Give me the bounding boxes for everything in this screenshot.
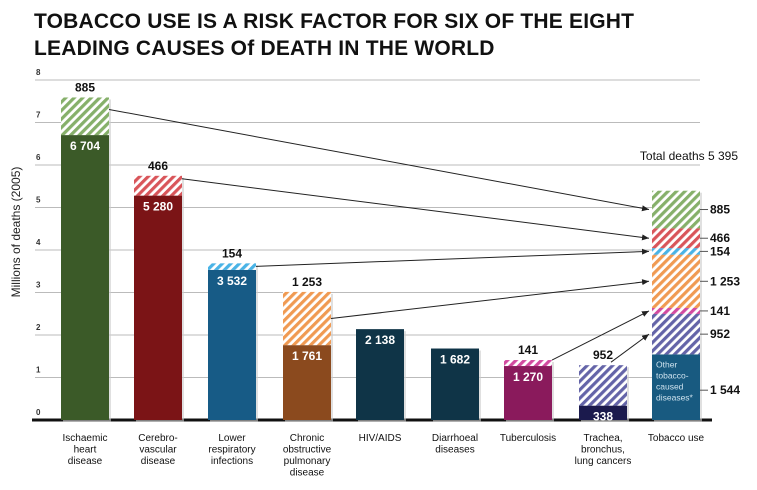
- x-category-label: HIV/AIDS: [359, 433, 402, 444]
- bar-segment-tobacco: [208, 263, 256, 270]
- bar-segment-tobacco: [579, 365, 627, 406]
- x-category-label: diseases: [435, 445, 474, 456]
- x-category-label: lung cancers: [575, 456, 632, 467]
- data-label-other: 3 532: [217, 274, 247, 288]
- bar-segment-tobacco: [504, 360, 552, 367]
- tobacco-segment: [652, 254, 700, 308]
- data-label-tobacco: 885: [75, 80, 95, 94]
- bar-segment-other: [579, 405, 627, 420]
- data-label-tobacco: 1 253: [292, 275, 322, 289]
- tobacco-base-text: tobacco-: [656, 370, 689, 380]
- tobacco-segment: [652, 313, 700, 355]
- bar-segment-other: [504, 366, 552, 420]
- y-tick-label: 0: [36, 408, 41, 417]
- tobacco-segment-label: 466: [710, 231, 730, 245]
- data-label-other: 2 138: [365, 333, 395, 347]
- y-tick-label: 5: [36, 196, 41, 205]
- total-deaths-label: Total deaths 5 395: [640, 149, 738, 163]
- tobacco-base-text: Other: [656, 359, 677, 369]
- data-label-other: 1 270: [513, 370, 543, 384]
- tobacco-segment-label: 885: [710, 203, 730, 217]
- x-category-label: disease: [141, 456, 176, 467]
- x-category-label: disease: [290, 468, 325, 479]
- tobacco-base-segment: [652, 354, 700, 420]
- tobacco-segment-label: 1 253: [710, 274, 740, 288]
- tobacco-segment-label: 154: [710, 244, 730, 258]
- y-tick-label: 3: [36, 281, 41, 290]
- x-category-label: vascular: [139, 445, 177, 456]
- x-category-label: Lower: [218, 433, 246, 444]
- tobacco-segment: [652, 228, 700, 249]
- y-tick-label: 4: [36, 238, 41, 247]
- x-category-label: Chronic: [290, 433, 324, 444]
- title-line-1: TOBACCO USE IS A RISK FACTOR FOR SIX OF …: [34, 10, 635, 33]
- arrow-connector: [108, 108, 650, 212]
- data-label-other: 5 280: [143, 200, 173, 214]
- bar-segment-other: [283, 345, 331, 420]
- x-category-label: Tuberculosis: [500, 433, 556, 444]
- data-label-tobacco: 466: [148, 159, 168, 173]
- arrow-connector: [330, 279, 650, 320]
- x-category-label: respiratory: [208, 445, 255, 456]
- tobacco-base-text: diseases*: [656, 392, 694, 402]
- data-label-other: 1 761: [292, 349, 322, 363]
- tobacco-base-text: caused: [656, 381, 684, 391]
- bar-segment-other: [61, 135, 109, 420]
- bar-segment-other: [134, 195, 182, 420]
- bar-segment-other: [208, 269, 256, 420]
- y-tick-label: 6: [36, 153, 41, 162]
- y-tick-label: 7: [36, 111, 41, 120]
- data-label-other: 1 682: [440, 353, 470, 367]
- bar-segment-tobacco: [283, 291, 331, 346]
- bar-segment-tobacco: [61, 97, 109, 136]
- y-tick-label: 1: [36, 366, 41, 375]
- arrow-connector: [610, 333, 650, 363]
- data-label-other: 6 704: [70, 139, 100, 153]
- x-category-label: Ischaemic: [62, 433, 107, 444]
- y-axis-label: Millions of deaths (2005): [9, 167, 23, 298]
- x-category-label: Diarrhoeal: [432, 433, 478, 444]
- x-category-label: obstructive: [283, 445, 332, 456]
- x-category-label: heart: [74, 445, 97, 456]
- x-category-label: disease: [68, 456, 103, 467]
- arrow-connector: [255, 248, 650, 267]
- title-line-2: LEADING CAUSES Of DEATH IN THE WORLD: [34, 37, 495, 60]
- data-label-tobacco: 154: [222, 246, 242, 260]
- x-category-label: pulmonary: [284, 456, 331, 467]
- tobacco-segment: [652, 307, 700, 314]
- x-category-label: infections: [211, 456, 253, 467]
- tobacco-segment-label: 141: [710, 304, 730, 318]
- data-label-other: 338: [593, 410, 613, 424]
- chart-title: TOBACCO USE IS A RISK FACTOR FOR SIX OF …: [34, 8, 634, 62]
- x-category-label: Cerebro-: [138, 433, 177, 444]
- data-label-tobacco: 141: [518, 343, 538, 357]
- data-label-tobacco: 952: [593, 348, 613, 362]
- tobacco-segment-label: 952: [710, 327, 730, 341]
- y-tick-label: 8: [36, 68, 41, 77]
- bar-segment-other: [431, 348, 479, 420]
- x-category-label: bronchus,: [581, 445, 625, 456]
- tobacco-base-label: 1 544: [710, 383, 740, 397]
- y-tick-label: 2: [36, 323, 41, 332]
- arrow-connector: [181, 178, 650, 241]
- x-category-label: Trachea,: [583, 433, 622, 444]
- tobacco-segment: [652, 248, 700, 255]
- x-category-label: Tobacco use: [648, 433, 705, 444]
- tobacco-segment: [652, 190, 700, 229]
- bar-segment-tobacco: [134, 175, 182, 196]
- arrow-connector: [551, 310, 650, 361]
- bar-segment-other: [356, 329, 404, 420]
